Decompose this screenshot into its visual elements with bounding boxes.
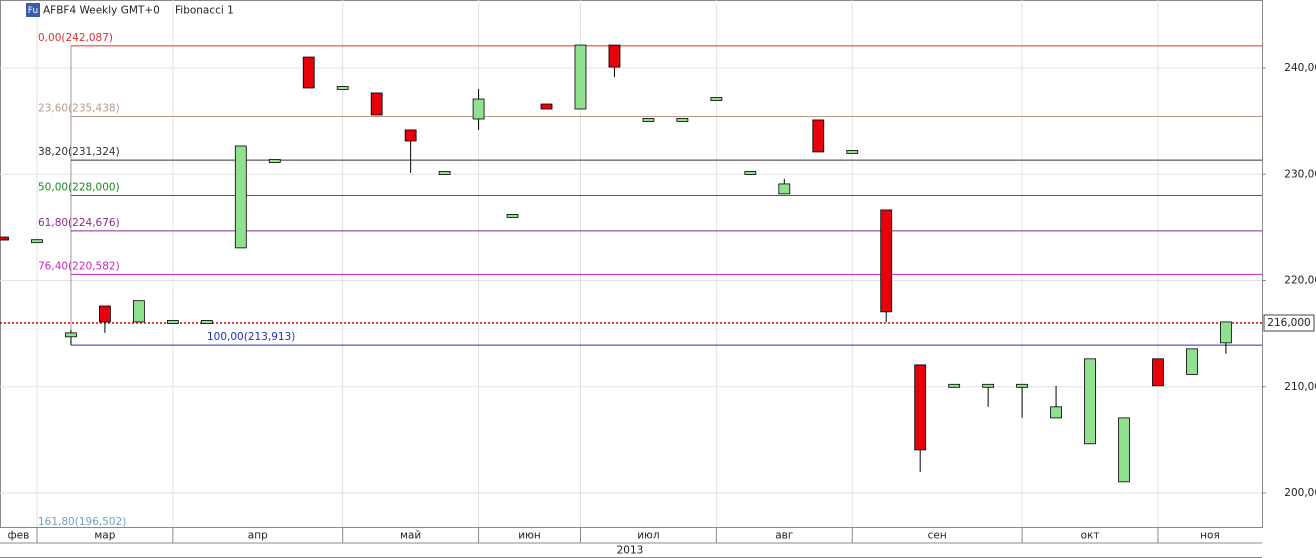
plot: [0, 0, 1262, 527]
x-tick-label: окт: [1081, 530, 1100, 542]
current-price-label: 216,000: [1267, 317, 1310, 329]
candle-body: [744, 171, 757, 175]
candle-body: [608, 44, 621, 68]
fib-label: 61,80(224,676): [38, 217, 120, 229]
y-tick-label: 230,000: [1284, 168, 1316, 180]
candle-body: [506, 213, 519, 218]
candle-body: [472, 98, 485, 120]
candle-body: [1220, 321, 1232, 344]
candle-body: [99, 305, 111, 323]
y-tick-label: 210,000: [1284, 381, 1316, 393]
x-tick-label: мар: [94, 530, 115, 542]
year-label: 2013: [617, 545, 644, 557]
x-tick-label: июн: [518, 530, 541, 542]
candle-body: [574, 44, 587, 110]
candle-body: [812, 119, 825, 153]
candle-body: [880, 209, 893, 313]
candle-body: [336, 86, 349, 90]
candle-body: [914, 364, 927, 451]
y-tick-label: 200,000: [1284, 487, 1316, 499]
candle-body: [370, 92, 383, 116]
candle-body: [846, 150, 859, 154]
y-tick-label: 240,000: [1284, 62, 1316, 74]
x-tick-label: авг: [775, 530, 793, 542]
fib-label: 161,80(196,502): [38, 516, 126, 528]
x-tick-label: май: [400, 530, 421, 542]
candle-body: [166, 320, 179, 324]
candle-body: [1016, 383, 1028, 388]
candle-body: [200, 320, 213, 324]
x-tick-label: июл: [637, 530, 659, 542]
candle-body: [1050, 406, 1062, 419]
candle-body: [404, 129, 417, 142]
x-tick-label: фев: [8, 530, 30, 542]
fib-label: 100,00(213,913): [207, 331, 295, 343]
candle-body: [778, 183, 791, 195]
candle-body: [710, 97, 723, 101]
candle-body: [268, 159, 281, 163]
candle-body: [1152, 358, 1164, 387]
x-tick-label: ноя: [1200, 530, 1220, 542]
x-tick-label: сен: [928, 530, 947, 542]
fib-label: 38,20(231,324): [38, 146, 120, 158]
fib-label: 76,40(220,582): [38, 260, 120, 272]
current-price-box: [1263, 314, 1315, 332]
candle-body: [234, 145, 247, 249]
candle-body: [676, 118, 689, 122]
candle-body: [65, 332, 77, 338]
fib-label: 0,00(242,087): [38, 32, 113, 44]
candle-body: [438, 171, 451, 175]
candle-body: [948, 383, 961, 388]
candle-body: [31, 239, 43, 244]
tool[interactable]: Fibonacci 1: [175, 5, 234, 17]
candle-body: [1118, 417, 1130, 483]
y-tick-label: 220,000: [1284, 275, 1316, 287]
fib-label: 50,00(228,000): [38, 182, 120, 194]
x-tick-label: апр: [248, 530, 268, 542]
candle-body: [1084, 358, 1096, 445]
badge: [26, 3, 40, 17]
plot-frame: [0, 0, 1263, 528]
candle-body: [302, 56, 315, 89]
symbol[interactable]: AFBF4 Weekly GMT+0: [43, 5, 160, 17]
candle-body: [540, 103, 553, 110]
fib-label: 23,60(235,438): [38, 102, 120, 114]
candle-body: [132, 300, 145, 323]
candle-body: [0, 236, 9, 241]
candle-body: [1186, 348, 1198, 375]
candle-body: [642, 118, 655, 122]
candle-body: [982, 383, 995, 388]
badge-text: Fu: [28, 6, 38, 16]
